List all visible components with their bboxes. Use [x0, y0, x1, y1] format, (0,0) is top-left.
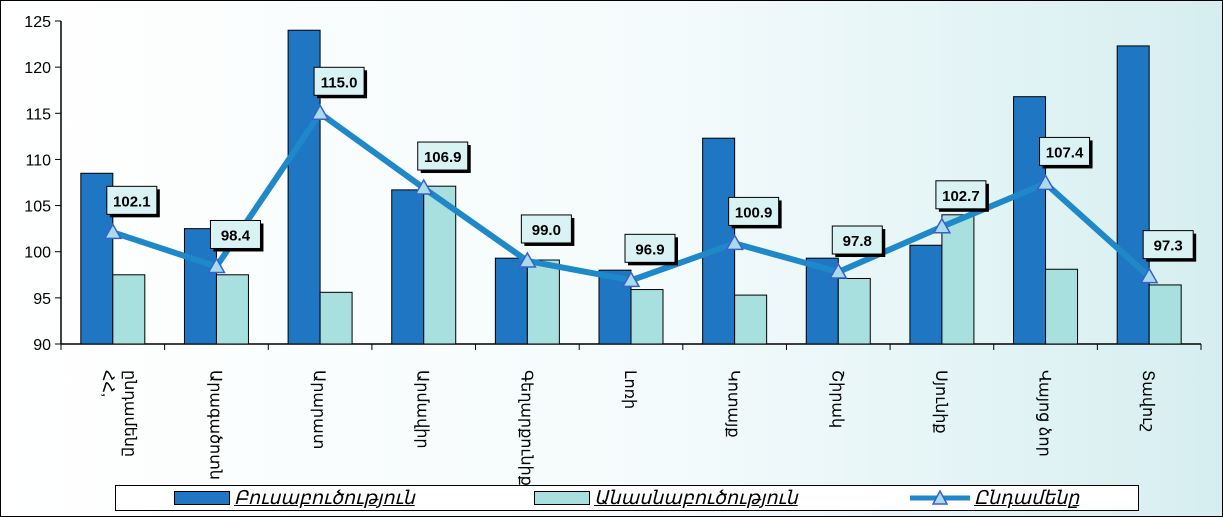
bar-livestock — [941, 214, 975, 345]
bar-livestock — [112, 274, 146, 345]
legend-label-livestock: Անասնաբուծություն — [594, 487, 798, 509]
marker-total — [518, 251, 537, 268]
bar-livestock — [423, 185, 457, 345]
marker-total — [828, 262, 848, 279]
legend-swatch-crop — [174, 491, 230, 505]
data-label: 97.3 — [1154, 238, 1183, 255]
bar-livestock — [1148, 284, 1182, 345]
legend: Բուսաբուծություն Անասնաբուծություն Ընդամ… — [115, 485, 1139, 511]
legend-label-total: Ընդամենը — [974, 487, 1080, 509]
bar-livestock — [1045, 268, 1079, 345]
marker-total — [414, 178, 434, 195]
x-tick-label: Շիրակ — [828, 370, 845, 428]
data-label: 115.0 — [321, 74, 358, 91]
x-tick-label-text: Արմավիր — [414, 370, 431, 449]
bar-crop — [702, 137, 736, 345]
x-tick-label-text: Վայոց ձոր — [1036, 370, 1053, 457]
y-tick-label: 120 — [24, 60, 51, 77]
y-tick-label: 95 — [33, 291, 51, 308]
y-tick-label: 90 — [33, 337, 51, 354]
data-label: 96.9 — [635, 241, 664, 258]
legend-swatch-livestock — [534, 491, 590, 505]
x-tick-label-text: Սյունիք — [932, 370, 949, 434]
x-tick-label-text: Լոռի — [621, 370, 638, 409]
data-label-box — [1039, 136, 1091, 166]
data-label-box — [520, 214, 572, 244]
data-label-box — [1142, 230, 1194, 260]
x-tick-label: Արմավիր — [414, 370, 431, 449]
marker-total — [1036, 173, 1055, 191]
bar-crop — [1013, 96, 1047, 345]
marker-total — [725, 233, 744, 251]
bar-livestock — [734, 294, 768, 345]
data-label: 97.8 — [843, 233, 872, 250]
bar-livestock — [526, 259, 560, 345]
x-tick-label-text: Շիրակ — [828, 370, 845, 428]
marker-total — [103, 222, 123, 240]
legend-label-crop: Բուսաբուծություն — [234, 487, 415, 509]
x-tick-label: Արագածոտն — [206, 370, 223, 480]
bar-livestock — [319, 291, 353, 345]
x-tick-label: Սյունիք — [932, 370, 949, 434]
bar-livestock — [215, 274, 249, 345]
data-label-box — [209, 219, 261, 249]
data-label-box — [106, 185, 158, 215]
data-label: 102.1 — [113, 193, 151, 210]
data-label: 107.4 — [1046, 144, 1084, 161]
data-label: 102.7 — [942, 188, 980, 205]
data-label-box — [313, 66, 365, 96]
data-label-box — [935, 180, 987, 210]
legend-item-total: Ընդամենը — [910, 486, 1079, 510]
marker-total — [207, 256, 226, 274]
x-tick-label: Արարատ — [310, 370, 327, 449]
marker-total — [1139, 267, 1159, 284]
legend-item-crop: Բուսաբուծություն — [174, 486, 415, 510]
x-tick-label-text: Արարատ — [310, 370, 327, 449]
y-tick-label: 110 — [25, 152, 51, 169]
marker-total — [621, 270, 641, 288]
bar-livestock — [837, 277, 871, 345]
data-label-box — [417, 141, 469, 171]
legend-item-livestock: Անասնաբուծություն — [534, 486, 798, 510]
bar-crop — [909, 244, 943, 345]
data-label-box — [831, 225, 883, 255]
x-tick-label-text: Տավուշ — [1139, 370, 1156, 432]
x-tick-label: Լոռի — [621, 370, 638, 409]
marker-total — [310, 103, 330, 121]
bar-crop — [391, 189, 425, 345]
data-label: 106.9 — [424, 149, 462, 166]
y-tick-label: 100 — [24, 245, 51, 262]
data-label: 98.4 — [221, 227, 251, 244]
bar-crop — [494, 257, 528, 345]
x-tick-label: Տավուշ — [1139, 370, 1156, 432]
x-tick-label-text: Կոտայք — [725, 370, 742, 438]
x-tick-label: ՀՀ, ընդամենը — [99, 370, 138, 457]
x-tick-label: Կոտայք — [725, 370, 742, 438]
y-tick-label: 125 — [24, 14, 51, 31]
x-tick-label-text: Գեղարքունիք — [517, 370, 534, 486]
bar-crop — [1116, 45, 1150, 345]
data-label-box — [728, 196, 780, 226]
y-tick-label: 105 — [24, 199, 51, 216]
x-tick-label-text: Արագածոտն — [206, 370, 223, 480]
data-label-box — [624, 233, 676, 263]
x-tick-label-line: ՀՀ, — [99, 370, 116, 397]
data-label: 100.9 — [735, 204, 773, 221]
legend-swatch-total — [910, 489, 970, 505]
marker-total — [932, 217, 952, 234]
x-tick-label-line: ընդամենը — [121, 370, 138, 457]
x-tick-label: Գեղարքունիք — [517, 370, 534, 486]
bar-livestock — [630, 289, 664, 345]
data-label: 99.0 — [532, 222, 561, 239]
y-tick-label: 115 — [25, 106, 51, 123]
x-tick-label: Վայոց ձոր — [1036, 370, 1053, 457]
